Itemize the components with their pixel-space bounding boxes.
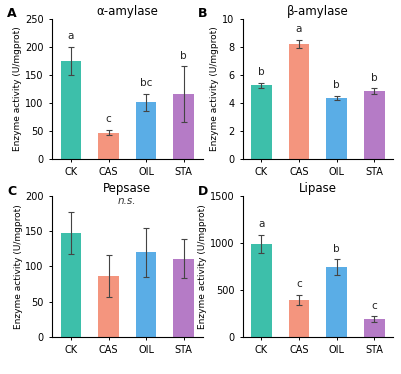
Bar — [289, 44, 309, 159]
Text: D: D — [197, 185, 208, 198]
Text: b: b — [258, 67, 265, 77]
Bar — [326, 98, 347, 159]
Text: A: A — [7, 7, 17, 21]
Title: Lipase: Lipase — [299, 182, 337, 195]
Text: c: c — [371, 301, 377, 311]
Text: a: a — [296, 24, 302, 34]
Bar — [136, 252, 156, 337]
Bar — [98, 276, 119, 337]
Title: Pepsase: Pepsase — [103, 182, 152, 195]
Y-axis label: Enzyme activity (U/mgprot): Enzyme activity (U/mgprot) — [14, 204, 22, 329]
Bar — [61, 233, 81, 337]
Y-axis label: Enzyme activity (U/mgprot): Enzyme activity (U/mgprot) — [198, 204, 207, 329]
Bar — [326, 267, 347, 337]
Text: b: b — [371, 73, 377, 83]
Text: C: C — [7, 185, 16, 198]
Bar — [98, 133, 119, 159]
Text: bc: bc — [140, 78, 152, 88]
Text: c: c — [105, 114, 111, 124]
Bar — [136, 102, 156, 159]
Bar — [289, 300, 309, 337]
Text: n.s.: n.s. — [118, 196, 137, 206]
Bar — [173, 95, 194, 159]
Bar — [173, 259, 194, 337]
Bar — [251, 85, 272, 159]
Bar — [61, 61, 81, 159]
Bar — [364, 91, 385, 159]
Title: α-amylase: α-amylase — [96, 4, 158, 18]
Text: b: b — [333, 244, 340, 254]
Text: a: a — [68, 31, 74, 41]
Y-axis label: Enzyme activity (U/mgprot): Enzyme activity (U/mgprot) — [210, 27, 219, 151]
Y-axis label: Enzyme activity (U/mgprot): Enzyme activity (U/mgprot) — [13, 27, 22, 151]
Text: a: a — [258, 219, 265, 229]
Text: b: b — [333, 80, 340, 90]
Text: B: B — [197, 7, 207, 21]
Bar — [364, 319, 385, 337]
Text: b: b — [180, 51, 187, 61]
Text: c: c — [296, 279, 302, 289]
Title: β-amylase: β-amylase — [287, 4, 348, 18]
Bar — [251, 244, 272, 337]
